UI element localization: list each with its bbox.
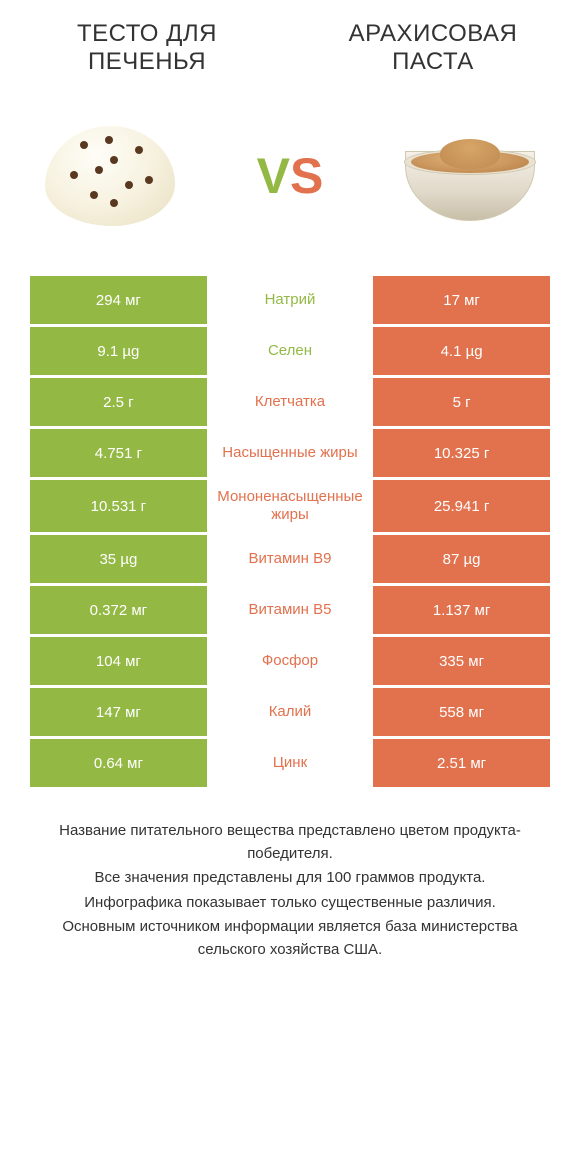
cell-right: 4.1 µg (373, 327, 550, 375)
cell-center: Насыщенные жиры (207, 429, 373, 477)
header: ТЕСТО ДЛЯ ПЕЧЕНЬЯ АРАХИСОВАЯ ПАСТА (30, 20, 550, 76)
cell-left: 0.372 мг (30, 586, 207, 634)
title-right: АРАХИСОВАЯ ПАСТА (316, 20, 550, 76)
vs-s: S (290, 148, 323, 204)
footer-line: Все значения представлены для 100 граммо… (40, 867, 540, 890)
table-row: 10.531 гМононенасыщенные жиры25.941 г (30, 480, 550, 532)
cell-center: Цинк (207, 739, 373, 787)
cell-left: 147 мг (30, 688, 207, 736)
cell-left: 2.5 г (30, 378, 207, 426)
table-row: 147 мгКалий558 мг (30, 688, 550, 736)
cell-right: 10.325 г (373, 429, 550, 477)
cell-left: 10.531 г (30, 480, 207, 532)
cell-center: Мононенасыщенные жиры (207, 480, 373, 532)
footer-line: Инфографика показывает только существенн… (40, 892, 540, 915)
cell-center: Натрий (207, 276, 373, 324)
footer-line: Название питательного вещества представл… (40, 820, 540, 865)
cell-center: Витамин B5 (207, 586, 373, 634)
cell-left: 294 мг (30, 276, 207, 324)
cell-center: Фосфор (207, 637, 373, 685)
infographic-container: ТЕСТО ДЛЯ ПЕЧЕНЬЯ АРАХИСОВАЯ ПАСТА VS (0, 0, 580, 1174)
footer: Название питательного вещества представл… (30, 820, 550, 963)
cell-center: Калий (207, 688, 373, 736)
cell-right: 25.941 г (373, 480, 550, 532)
cell-right: 87 µg (373, 535, 550, 583)
cell-center: Витамин B9 (207, 535, 373, 583)
cell-left: 0.64 мг (30, 739, 207, 787)
cell-left: 9.1 µg (30, 327, 207, 375)
cell-right: 1.137 мг (373, 586, 550, 634)
cell-right: 2.51 мг (373, 739, 550, 787)
cell-center: Клетчатка (207, 378, 373, 426)
comparison-table: 294 мгНатрий17 мг9.1 µgСелен4.1 µg2.5 гК… (30, 276, 550, 790)
cell-center: Селен (207, 327, 373, 375)
cell-right: 17 мг (373, 276, 550, 324)
images-row: VS (30, 101, 550, 251)
table-row: 4.751 гНасыщенные жиры10.325 г (30, 429, 550, 477)
table-row: 9.1 µgСелен4.1 µg (30, 327, 550, 375)
vs-label: VS (257, 147, 324, 205)
cell-left: 35 µg (30, 535, 207, 583)
table-row: 2.5 гКлетчатка5 г (30, 378, 550, 426)
cell-left: 104 мг (30, 637, 207, 685)
table-row: 294 мгНатрий17 мг (30, 276, 550, 324)
table-row: 104 мгФосфор335 мг (30, 637, 550, 685)
table-row: 0.372 мгВитамин B51.137 мг (30, 586, 550, 634)
cell-right: 558 мг (373, 688, 550, 736)
cell-right: 5 г (373, 378, 550, 426)
footer-line: Основным источником информации является … (40, 916, 540, 961)
table-row: 0.64 мгЦинк2.51 мг (30, 739, 550, 787)
cell-right: 335 мг (373, 637, 550, 685)
cookie-dough-image (30, 111, 190, 241)
table-row: 35 µgВитамин B987 µg (30, 535, 550, 583)
title-left: ТЕСТО ДЛЯ ПЕЧЕНЬЯ (30, 20, 264, 76)
vs-v: V (257, 148, 290, 204)
peanut-butter-image (390, 111, 550, 241)
cell-left: 4.751 г (30, 429, 207, 477)
